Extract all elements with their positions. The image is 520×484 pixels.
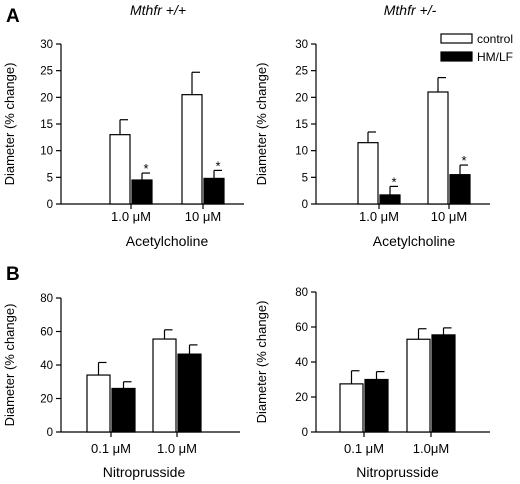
y-tick-label: 5 (302, 172, 308, 184)
y-tick-label: 0 (47, 427, 53, 439)
y-axis-label: Diameter (% change) (254, 63, 269, 186)
y-tick-label: 0 (302, 427, 308, 439)
y-tick-label: 25 (295, 66, 308, 78)
bar-treated (177, 353, 202, 433)
y-tick-label: 5 (47, 172, 53, 184)
genotype-title-right: Mthfr +/- (384, 2, 437, 18)
y-tick-label: 20 (40, 92, 53, 104)
category-label: 1.0 μM (359, 209, 399, 224)
y-tick-label: 80 (295, 287, 308, 299)
bar-control (181, 94, 203, 205)
y-tick-label: 10 (40, 146, 53, 158)
category-label: 1.0μM (413, 441, 449, 456)
legend-label-control: control (477, 32, 513, 46)
category-label: 10 μM (185, 209, 221, 224)
panel-letter-a: A (6, 6, 20, 27)
y-tick-label: 10 (295, 146, 308, 158)
x-axis-label: Nitroprusside (356, 464, 439, 480)
bar-control (339, 383, 364, 433)
bar-control (152, 338, 177, 433)
significance-marker: * (143, 161, 148, 176)
x-axis-label: Acetylcholine (373, 233, 456, 249)
legend: control HM/LF (440, 32, 513, 64)
chart-snp-heterozygous: 0 20 40 60 80 0.1 μM 1.0μM Nitroprusside Diamete… (254, 287, 490, 480)
bar-treated (449, 174, 471, 205)
panel-letter-b: B (6, 264, 20, 285)
genotype-title-left: Mthfr +/+ (130, 2, 186, 18)
significance-marker: * (215, 158, 220, 173)
chart-snp-wildtype: 0 20 40 60 80 0.1 μM 1.0 μM Nitroprusside Diamet… (2, 293, 240, 480)
bar-treated (364, 378, 389, 433)
chart-ach-heterozygous: 0 5 10 15 20 25 30 * * 1.0 μM 10 μM Acetylcholine Di… (254, 39, 490, 249)
chart-ach-wildtype: 0 5 10 15 20 25 30 * * 1.0 μM 10 μM Acetylcholine Di… (2, 39, 244, 249)
y-tick-label: 30 (40, 39, 53, 51)
x-axis-label: Acetylcholine (126, 233, 209, 249)
bar-control (427, 91, 449, 205)
y-axis-label: Diameter (% change) (2, 63, 17, 186)
y-tick-label: 15 (295, 119, 308, 131)
category-label: 1.0 μM (157, 441, 197, 456)
bar-treated (379, 194, 401, 205)
bar-treated (431, 334, 456, 433)
legend-swatch-treated (440, 51, 473, 62)
y-tick-label: 0 (47, 199, 53, 211)
category-label: 10 μM (431, 209, 467, 224)
y-tick-label: 40 (40, 360, 53, 372)
y-tick-label: 30 (295, 39, 308, 51)
x-axis-label: Nitroprusside (103, 464, 186, 480)
bar-control (109, 134, 131, 205)
y-tick-label: 0 (302, 199, 308, 211)
significance-marker: * (461, 153, 466, 168)
significance-marker: * (391, 174, 396, 189)
y-tick-label: 25 (40, 66, 53, 78)
bar-control (406, 338, 431, 433)
y-tick-label: 60 (40, 327, 53, 339)
legend-label-treated: HM/LF (477, 50, 513, 64)
y-tick-label: 20 (40, 394, 53, 406)
category-label: 0.1 μM (344, 441, 384, 456)
category-label: 1.0 μM (111, 209, 151, 224)
y-tick-label: 15 (40, 119, 53, 131)
y-tick-label: 20 (295, 392, 308, 404)
legend-swatch-control (440, 33, 473, 44)
category-label: 0.1 μM (91, 441, 131, 456)
y-tick-label: 60 (295, 322, 308, 334)
bar-treated (203, 177, 225, 205)
y-axis-label: Diameter (% change) (254, 301, 269, 424)
bar-treated (131, 179, 153, 205)
y-tick-label: 80 (40, 293, 53, 305)
bar-control (86, 374, 111, 433)
bar-treated (111, 387, 136, 433)
y-tick-label: 40 (295, 357, 308, 369)
y-tick-label: 20 (295, 92, 308, 104)
y-axis-label: Diameter (% change) (2, 304, 17, 427)
bar-control (357, 142, 379, 205)
